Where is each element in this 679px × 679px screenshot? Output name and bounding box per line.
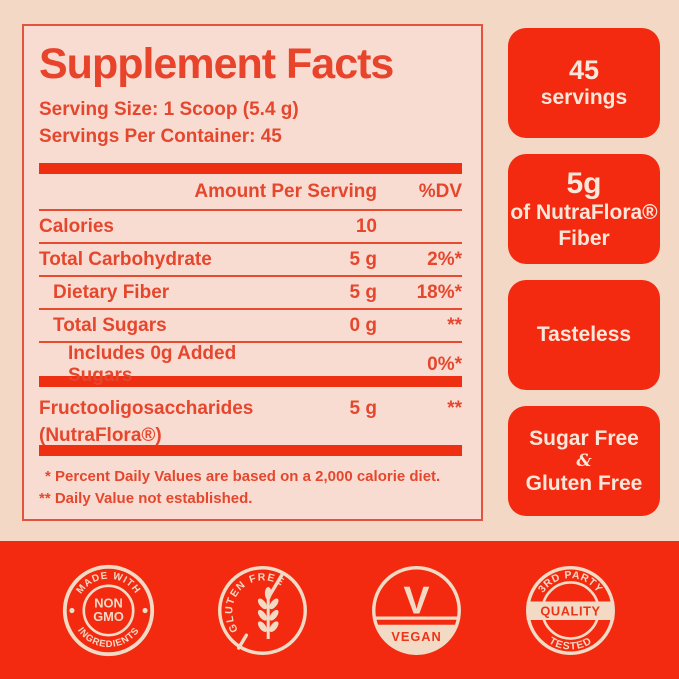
row-dv: 18%* <box>416 281 462 303</box>
sugar-free-label: Sugar Free <box>529 426 639 450</box>
claim-cards-column: 45 servings 5g of NutraFlora® Fiber Tast… <box>508 28 660 516</box>
vegan-initial: V <box>404 579 430 622</box>
row-amount: 5 g <box>349 248 377 270</box>
row-dv: 2%* <box>427 248 462 270</box>
row-dv: ** <box>447 398 462 420</box>
row-name: Calories <box>39 215 114 237</box>
table-row-added-sugars: Includes 0g Added Sugars 0%* <box>39 343 462 386</box>
row-amount: 5 g <box>349 281 377 303</box>
row-name: Includes 0g Added Sugars <box>68 343 237 387</box>
dv-header: %DV <box>418 180 462 202</box>
fiber-brand: of NutraFlora® <box>510 200 658 224</box>
footnotes: * Percent Daily Values are based on a 2,… <box>39 466 462 510</box>
servings-count: 45 <box>568 55 600 85</box>
divider-bar-top <box>39 163 462 175</box>
tasteless-label: Tasteless <box>536 323 632 346</box>
ampersand: & <box>576 450 592 471</box>
gmo-text: GMO <box>93 608 124 623</box>
card-tasteless: Tasteless <box>508 280 660 390</box>
table-row-dietary-fiber: Dietary Fiber 5 g 18%* <box>39 277 462 311</box>
vegan-bottom-segment <box>376 624 457 653</box>
servings-per-container-line: Servings Per Container: 45 <box>39 126 282 148</box>
wheat-icon <box>257 586 279 639</box>
fiber-grams: 5g <box>566 166 602 200</box>
card-servings: 45 servings <box>508 28 660 138</box>
servings-label: servings <box>540 86 628 109</box>
ingredient-name: Fructooligosaccharides <box>39 398 254 420</box>
row-amount: 0 g <box>349 314 377 336</box>
row-amount: 10 <box>355 215 377 237</box>
ingredient-brand: (NutraFlora®) <box>39 425 162 447</box>
certification-band: MADE WITH NON GMO INGREDIENTS GLUTEN FRE… <box>0 541 679 679</box>
gluten-free-badge-icon: GLUTEN FREE <box>218 565 307 655</box>
vegan-label: VEGAN <box>391 628 441 643</box>
serving-size-line: Serving Size: 1 Scoop (5.4 g) <box>39 99 299 121</box>
quality-band <box>526 600 615 620</box>
footnote-dv-not-established: ** Daily Value not established. <box>39 490 253 508</box>
row-amount: 5 g <box>349 398 377 420</box>
divider-bar-bottom <box>39 445 462 457</box>
table-row-calories: Calories 10 <box>39 211 462 245</box>
panel-title: Supplement Facts <box>39 40 394 88</box>
table-row-total-carbohydrate: Total Carbohydrate 5 g 2%* <box>39 244 462 278</box>
third-party-tested-badge-icon: 3RD PARTY QUALITY TESTED <box>526 565 615 655</box>
row-name: Fructooligosaccharides (NutraFlora®) <box>39 395 302 449</box>
row-dv: 0%* <box>427 354 462 376</box>
divider-bar-middle <box>39 376 462 388</box>
amount-per-serving-header: Amount Per Serving <box>194 180 377 202</box>
table-row-total-sugars: Total Sugars 0 g ** <box>39 310 462 344</box>
table-header-row: Amount Per Serving %DV <box>39 174 462 212</box>
svg-text:TESTED: TESTED <box>547 635 594 652</box>
card-fiber: 5g of NutraFlora® Fiber <box>508 154 660 264</box>
strike-through-line <box>237 572 284 650</box>
gluten-free-label: Gluten Free <box>525 471 643 495</box>
non-gmo-badge-icon: MADE WITH NON GMO INGREDIENTS <box>62 564 155 656</box>
footnote-daily-values: * Percent Daily Values are based on a 2,… <box>45 468 441 486</box>
table-row-fructooligosaccharides: Fructooligosaccharides (NutraFlora®) 5 g… <box>39 387 462 446</box>
row-name: Dietary Fiber <box>53 281 170 303</box>
row-name: Total Sugars <box>53 314 167 336</box>
vegan-badge-icon: V VEGAN <box>372 565 461 655</box>
row-name: Total Carbohydrate <box>39 248 212 270</box>
supplement-facts-panel: Supplement Facts Serving Size: 1 Scoop (… <box>22 24 483 521</box>
tested-arc-text: TESTED <box>547 635 593 652</box>
card-sugar-gluten-free: Sugar Free & Gluten Free <box>508 406 660 516</box>
quality-text: QUALITY <box>540 603 600 618</box>
fiber-label: Fiber <box>558 226 610 250</box>
non-text: NON <box>94 595 122 610</box>
row-dv: ** <box>447 314 462 336</box>
